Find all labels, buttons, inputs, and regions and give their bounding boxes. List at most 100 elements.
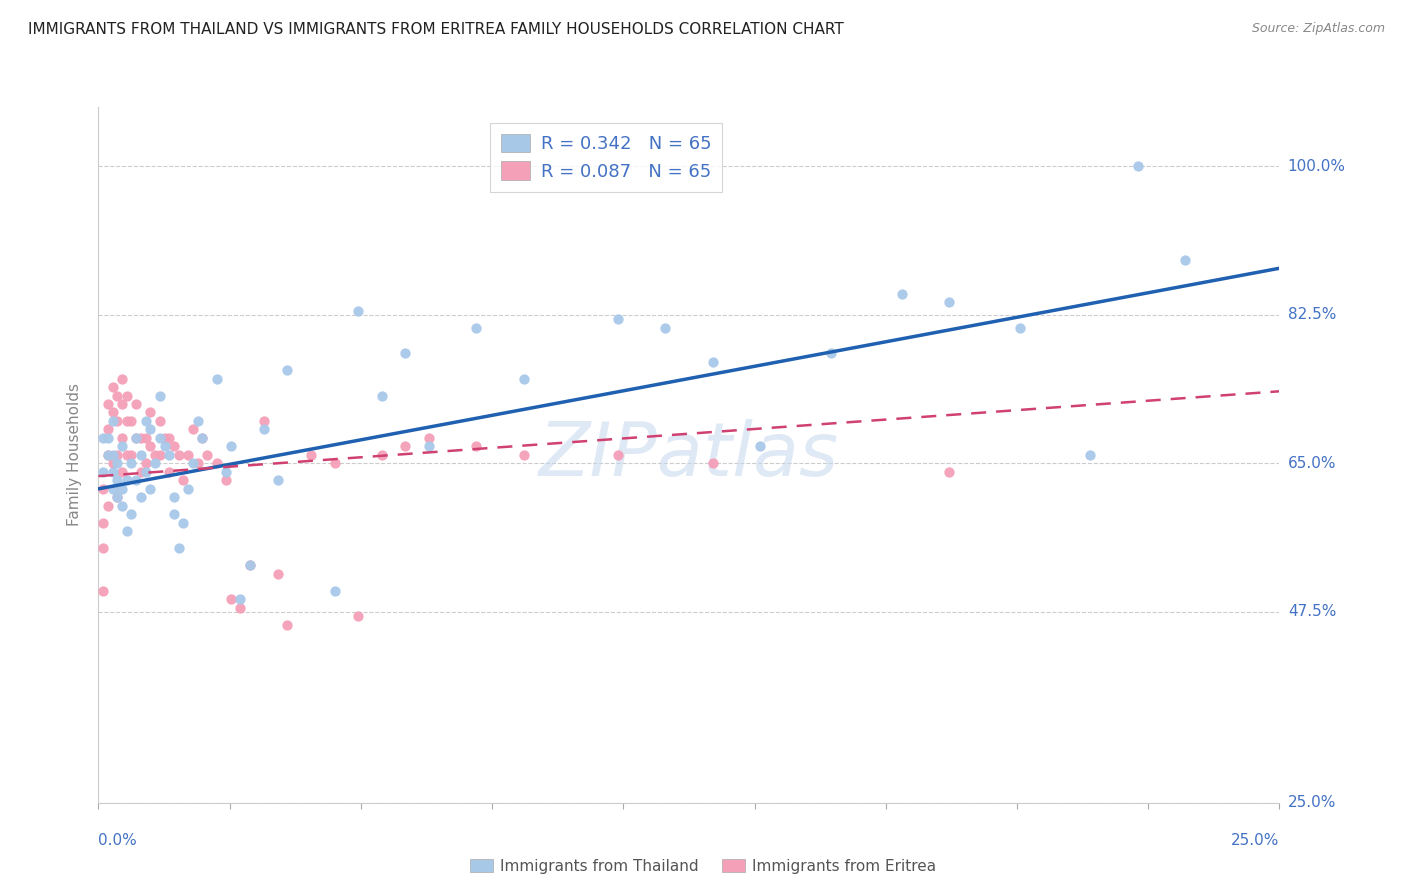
Point — [111, 371, 134, 385]
Point — [1008, 320, 1031, 334]
Point — [91, 431, 114, 445]
Point — [177, 448, 200, 462]
Point — [97, 499, 120, 513]
Point — [465, 439, 488, 453]
Point — [111, 431, 134, 445]
Point — [105, 474, 128, 488]
Point — [195, 448, 218, 462]
Point — [607, 448, 630, 462]
Point — [181, 422, 204, 436]
Point — [172, 474, 194, 488]
Point — [105, 448, 128, 462]
Point — [153, 431, 176, 445]
Point — [371, 448, 394, 462]
Text: 65.0%: 65.0% — [1288, 456, 1336, 471]
Point — [418, 431, 440, 445]
Point — [187, 414, 209, 428]
Point — [1080, 448, 1102, 462]
Point — [105, 388, 128, 402]
Point — [607, 312, 630, 326]
Point — [121, 448, 143, 462]
Point — [111, 499, 134, 513]
Point — [105, 491, 128, 505]
Point — [205, 371, 228, 385]
Point — [157, 465, 180, 479]
Point — [101, 465, 124, 479]
Point — [205, 457, 228, 471]
Point — [181, 457, 204, 471]
Point — [167, 448, 190, 462]
Point — [97, 397, 120, 411]
Point — [253, 422, 276, 436]
Point — [91, 583, 114, 598]
Point — [143, 448, 166, 462]
Point — [121, 457, 143, 471]
Point — [177, 482, 200, 496]
Point — [267, 566, 290, 581]
Point — [101, 457, 124, 471]
Point — [91, 541, 114, 556]
Point — [97, 422, 120, 436]
Point — [267, 474, 290, 488]
Text: 100.0%: 100.0% — [1288, 159, 1346, 174]
Point — [157, 448, 180, 462]
Point — [101, 414, 124, 428]
Point — [135, 431, 157, 445]
Point — [371, 388, 394, 402]
Point — [276, 617, 298, 632]
Point — [115, 524, 138, 539]
Point — [253, 414, 276, 428]
Point — [105, 491, 128, 505]
Point — [149, 414, 172, 428]
Point — [143, 457, 166, 471]
Text: IMMIGRANTS FROM THAILAND VS IMMIGRANTS FROM ERITREA FAMILY HOUSEHOLDS CORRELATIO: IMMIGRANTS FROM THAILAND VS IMMIGRANTS F… — [28, 22, 844, 37]
Point — [512, 448, 534, 462]
Text: 82.5%: 82.5% — [1288, 308, 1336, 322]
Point — [215, 474, 238, 488]
Point — [157, 431, 180, 445]
Point — [135, 457, 157, 471]
Point — [229, 600, 252, 615]
Point — [101, 380, 124, 394]
Point — [105, 457, 128, 471]
Point — [115, 474, 138, 488]
Point — [323, 457, 346, 471]
Text: 25.0%: 25.0% — [1288, 796, 1336, 810]
Point — [149, 388, 172, 402]
Point — [121, 508, 143, 522]
Point — [187, 457, 209, 471]
Point — [105, 414, 128, 428]
Point — [91, 482, 114, 496]
Point — [938, 295, 960, 310]
Point — [139, 422, 162, 436]
Point — [1126, 160, 1149, 174]
Point — [890, 286, 912, 301]
Point — [465, 320, 488, 334]
Point — [125, 431, 148, 445]
Point — [938, 465, 960, 479]
Point — [125, 397, 148, 411]
Point — [239, 558, 262, 573]
Point — [149, 448, 172, 462]
Point — [125, 474, 148, 488]
Point — [91, 465, 114, 479]
Point — [167, 541, 190, 556]
Point — [139, 405, 162, 419]
Point — [111, 397, 134, 411]
Point — [153, 439, 176, 453]
Point — [115, 388, 138, 402]
Point — [702, 457, 724, 471]
Point — [702, 354, 724, 368]
Point — [139, 439, 162, 453]
Point — [219, 439, 242, 453]
Point — [135, 414, 157, 428]
Point — [101, 405, 124, 419]
Point — [654, 320, 676, 334]
Point — [129, 431, 152, 445]
Point — [347, 609, 370, 624]
Point — [191, 431, 214, 445]
Point — [91, 516, 114, 530]
Text: 25.0%: 25.0% — [1232, 833, 1279, 848]
Legend: Immigrants from Thailand, Immigrants from Eritrea: Immigrants from Thailand, Immigrants fro… — [464, 853, 942, 880]
Point — [323, 583, 346, 598]
